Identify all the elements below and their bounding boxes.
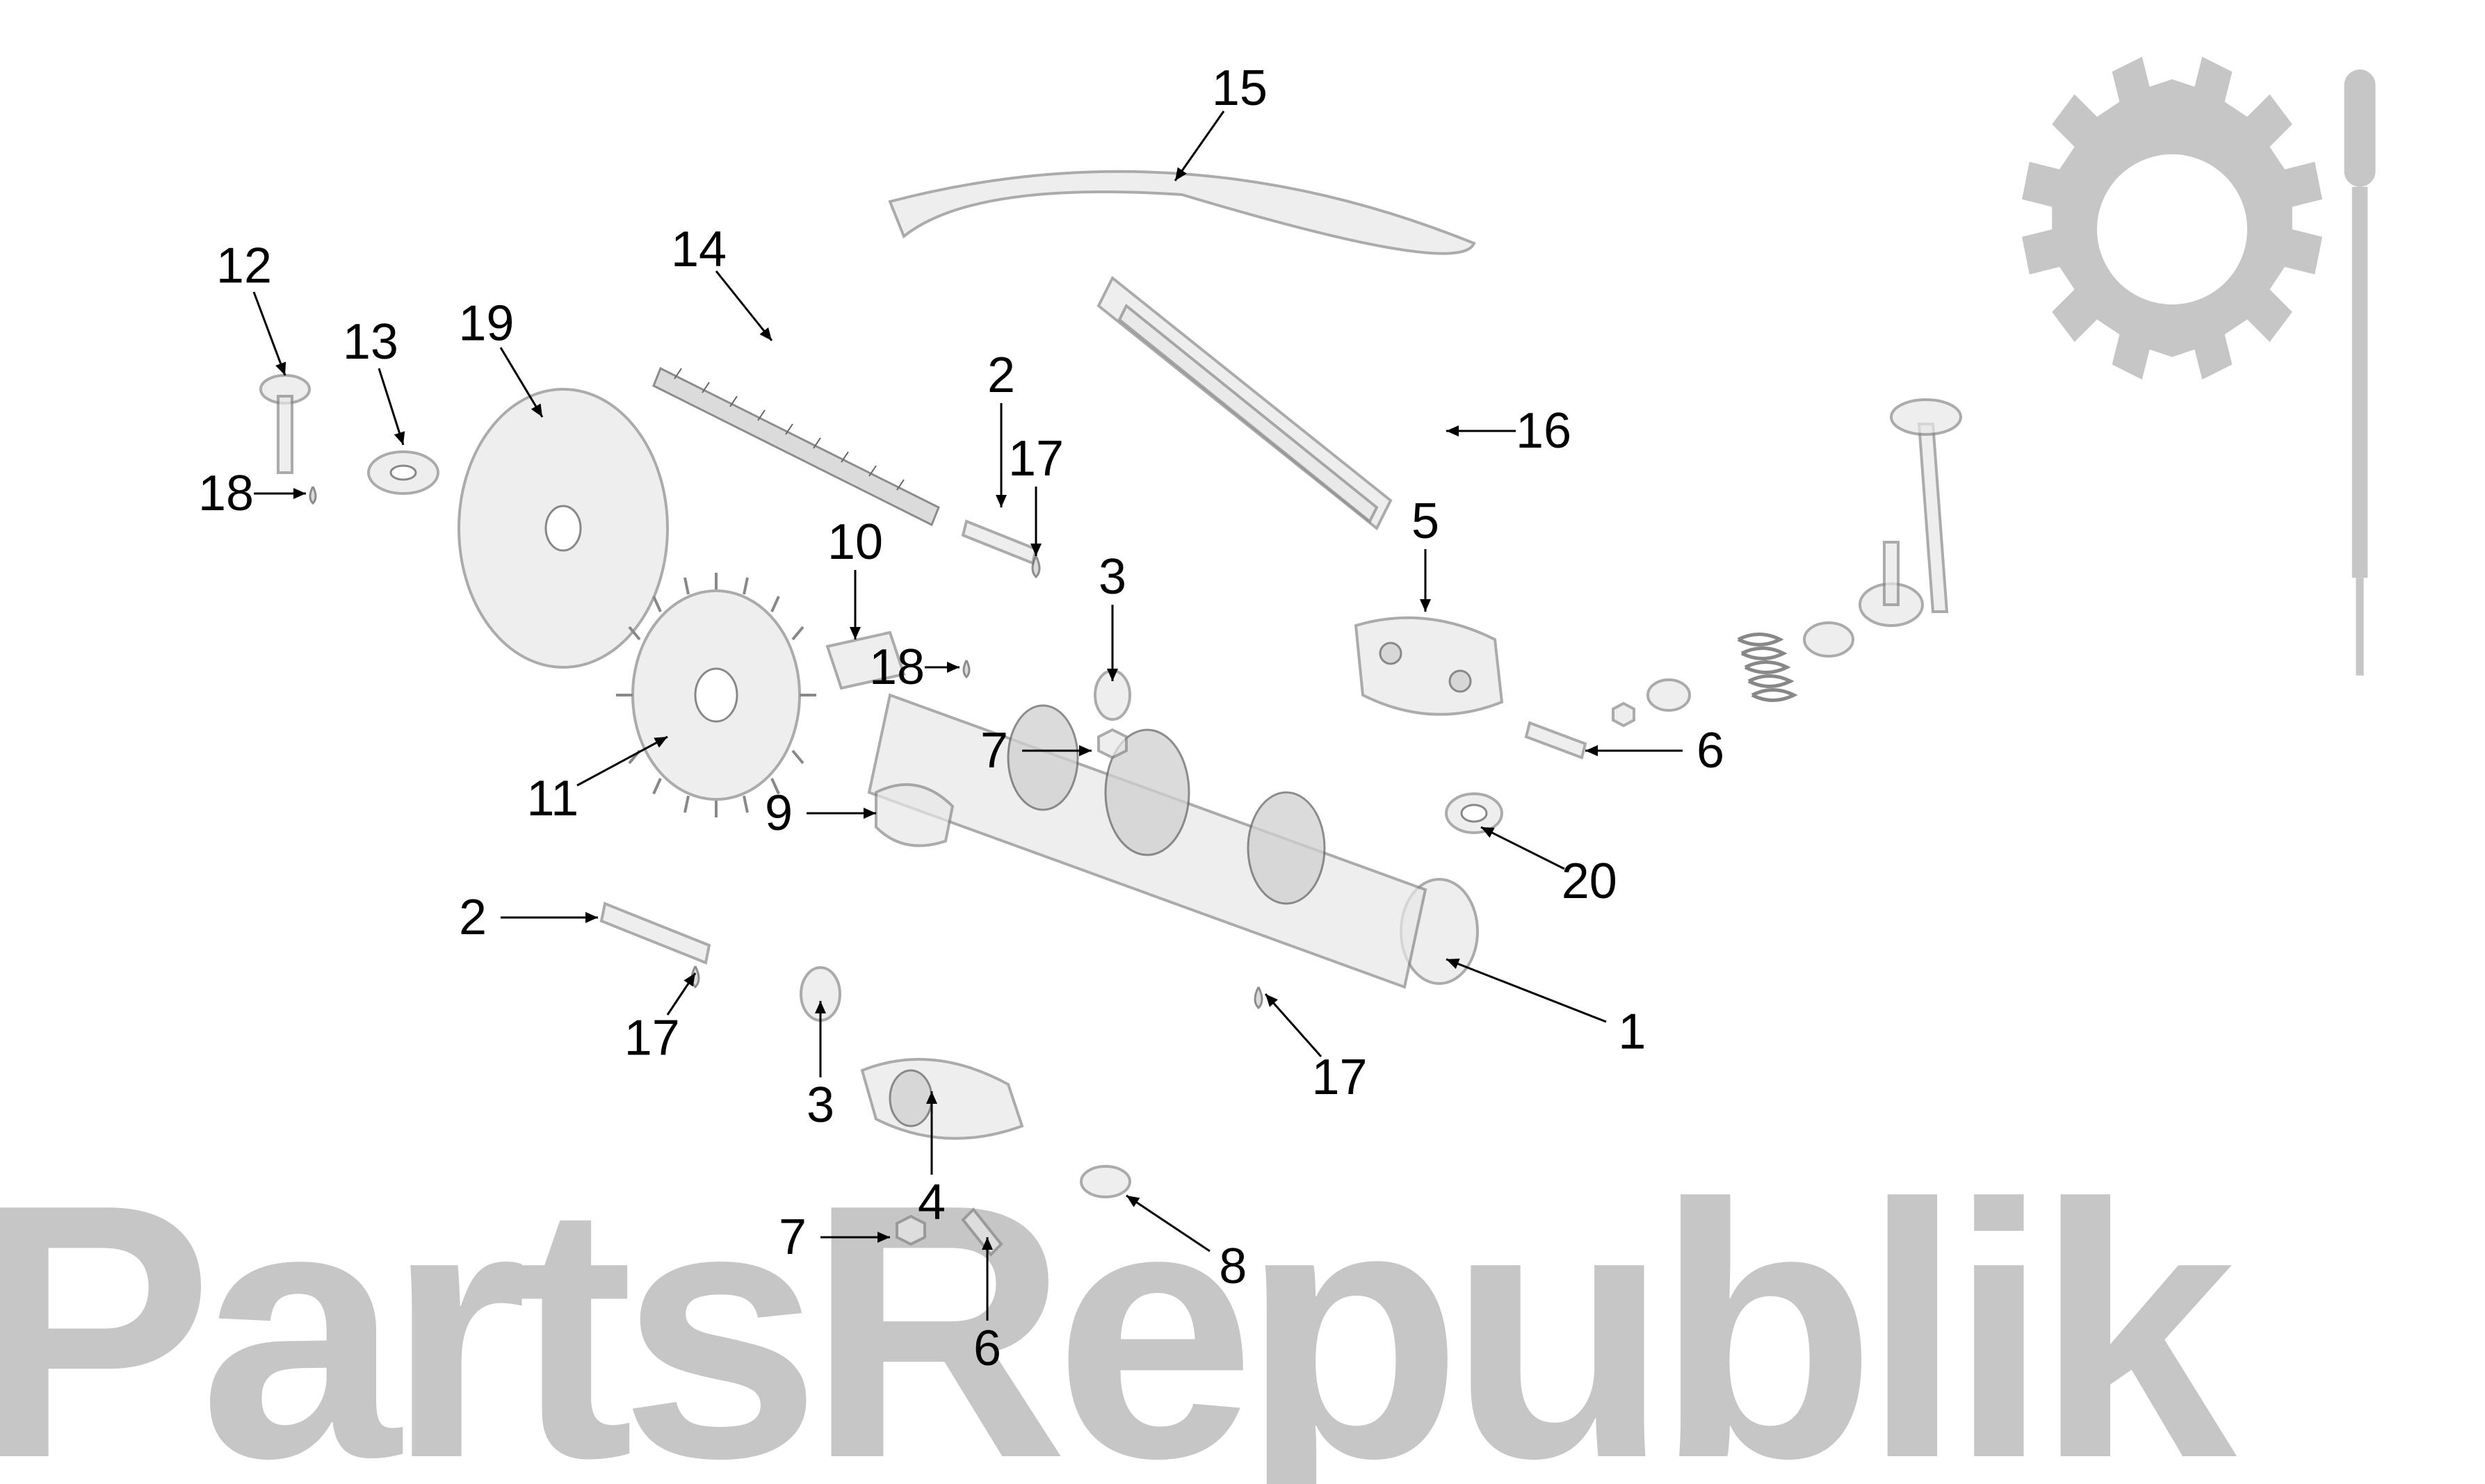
callout-leader-15 [1175,111,1224,181]
callout-number-8[interactable]: 8 [1219,1239,1247,1294]
callout-number-11[interactable]: 11 [526,771,578,826]
callout-number-5[interactable]: 5 [1411,494,1439,549]
part-oil-drop-d [310,487,316,503]
callout-number-15[interactable]: 15 [1212,60,1268,116]
callout-number-17[interactable]: 17 [1008,431,1064,487]
callout-number-17[interactable]: 17 [1312,1050,1368,1105]
part-camshaft [869,695,1478,987]
part-oil-drop-c [1255,987,1262,1008]
part-chain-guide-upper [890,172,1474,254]
callout-number-1[interactable]: 1 [1618,1004,1646,1060]
part-adjust-screw-a [1526,723,1585,758]
part-bolt-12 [261,375,309,473]
part-oil-drop-a [1033,556,1039,577]
callout-number-9[interactable]: 9 [765,785,793,841]
part-bearing-cap [1356,618,1502,715]
callout-number-6[interactable]: 6 [973,1321,1001,1376]
callout-leader-14 [716,271,772,341]
callout-number-18[interactable]: 18 [198,466,254,521]
callout-number-19[interactable]: 19 [458,296,514,352]
part-adjust-screw-b [963,1209,1001,1255]
callout-number-13[interactable]: 13 [343,314,398,370]
callout-number-14[interactable]: 14 [671,222,727,277]
callout-number-7[interactable]: 7 [980,723,1008,778]
diagram-canvas[interactable]: PartsRepublik [0,0,2485,1484]
callout-number-6[interactable]: 6 [1697,723,1724,778]
part-valve-spring [1738,635,1794,701]
part-rocker-arm-lower [862,1059,1022,1139]
callout-leader-12 [254,292,285,375]
parts-diagram-viewer: PartsRepublik [0,0,2485,1484]
part-nut-a [1099,730,1126,758]
callout-leader-8 [1126,1196,1210,1251]
part-washer-8 [1081,1166,1130,1197]
callout-number-3[interactable]: 3 [807,1077,834,1133]
part-rocker-shaft-a [963,521,1036,563]
callout-number-16[interactable]: 16 [1516,403,1571,459]
part-valve-assembly [1613,400,1961,726]
part-oil-drop-e [964,660,969,677]
callout-number-17[interactable]: 17 [624,1010,680,1066]
callout-number-2[interactable]: 2 [987,348,1015,403]
callout-number-3[interactable]: 3 [1099,549,1126,605]
callout-number-10[interactable]: 10 [827,514,883,570]
exploded-diagram: 1223345667789101112131415161717171818192… [0,0,2485,1484]
callout-number-18[interactable]: 18 [869,639,925,695]
callout-leader-1 [1446,959,1606,1022]
part-timing-chain [654,368,939,525]
callout-leader-17 [1265,994,1321,1057]
callout-leader-20 [1481,827,1564,869]
callout-number-4[interactable]: 4 [918,1175,946,1230]
callout-number-7[interactable]: 7 [779,1209,807,1265]
callout-number-2[interactable]: 2 [459,890,487,945]
callout-number-12[interactable]: 12 [216,238,272,294]
part-rocker-shaft-b [601,904,709,963]
callout-number-20[interactable]: 20 [1562,854,1617,909]
